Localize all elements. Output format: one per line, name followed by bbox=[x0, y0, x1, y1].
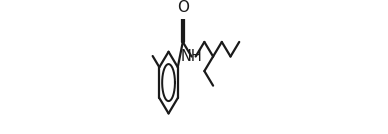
Text: O: O bbox=[177, 0, 189, 14]
Text: NH: NH bbox=[181, 49, 203, 64]
